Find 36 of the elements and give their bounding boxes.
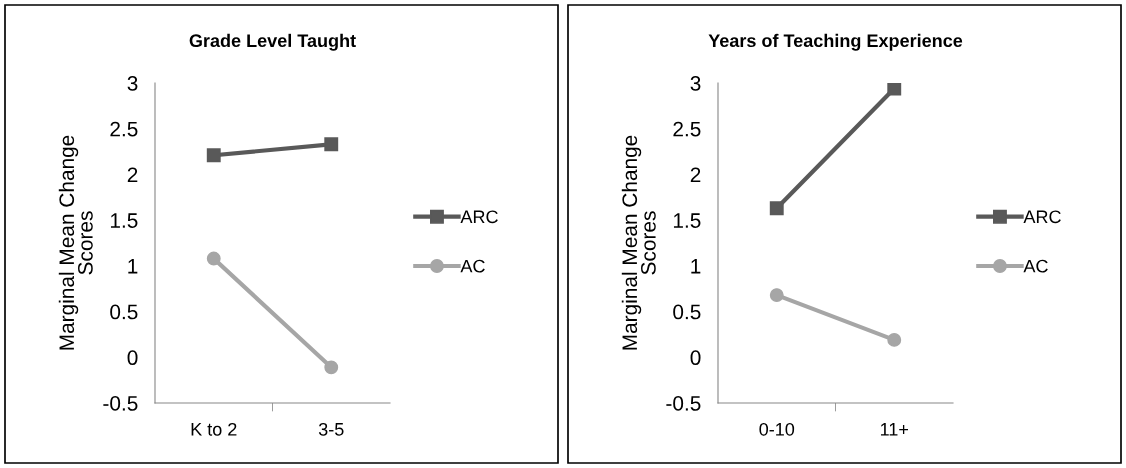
point <box>887 83 902 96</box>
legend-label: ARC <box>460 210 498 224</box>
x-tick-label: 3-5 <box>318 422 344 436</box>
y-tick-label: 1.5 <box>110 213 138 228</box>
y-tick-label: 1 <box>128 259 138 274</box>
legend-label: ARC <box>1023 210 1061 224</box>
chart-title: Grade Level Taught <box>189 33 356 51</box>
x-tick-label: 11+ <box>880 423 909 436</box>
point <box>324 360 339 375</box>
y-tick-label: 2 <box>690 167 701 182</box>
y-axis-title: Marginal Mean Change Scores <box>58 135 93 350</box>
y-tick-label: 1 <box>691 259 701 274</box>
chart-title: Years of Teaching Experience <box>708 33 963 51</box>
y-tick-label: 1.5 <box>673 213 701 228</box>
y-tick-label: 0.5 <box>673 304 701 320</box>
legend-label: AC <box>460 259 485 273</box>
point <box>769 288 784 303</box>
y-tick-label: -0.5 <box>666 396 701 411</box>
point <box>769 201 784 216</box>
legend-label: AC <box>1023 259 1048 273</box>
point <box>324 137 339 152</box>
y-tick-label: 3 <box>690 76 701 91</box>
y-tick-label: -0.5 <box>103 396 138 411</box>
x-tick-label: 0-10 <box>759 422 795 436</box>
y-tick-label: 2.5 <box>110 121 138 137</box>
y-tick-label: 0 <box>127 350 138 366</box>
y-axis-title: Marginal Mean Change Scores <box>621 135 656 350</box>
y-tick-label: 0 <box>690 350 701 366</box>
point <box>206 148 221 163</box>
x-tick-label: K to 2 <box>191 422 237 436</box>
y-tick-label: 3 <box>127 76 138 91</box>
point <box>887 332 902 347</box>
point <box>206 251 221 266</box>
y-tick-label: 2.5 <box>673 121 701 137</box>
y-tick-label: 2 <box>127 167 138 182</box>
y-tick-label: 0.5 <box>110 304 138 320</box>
